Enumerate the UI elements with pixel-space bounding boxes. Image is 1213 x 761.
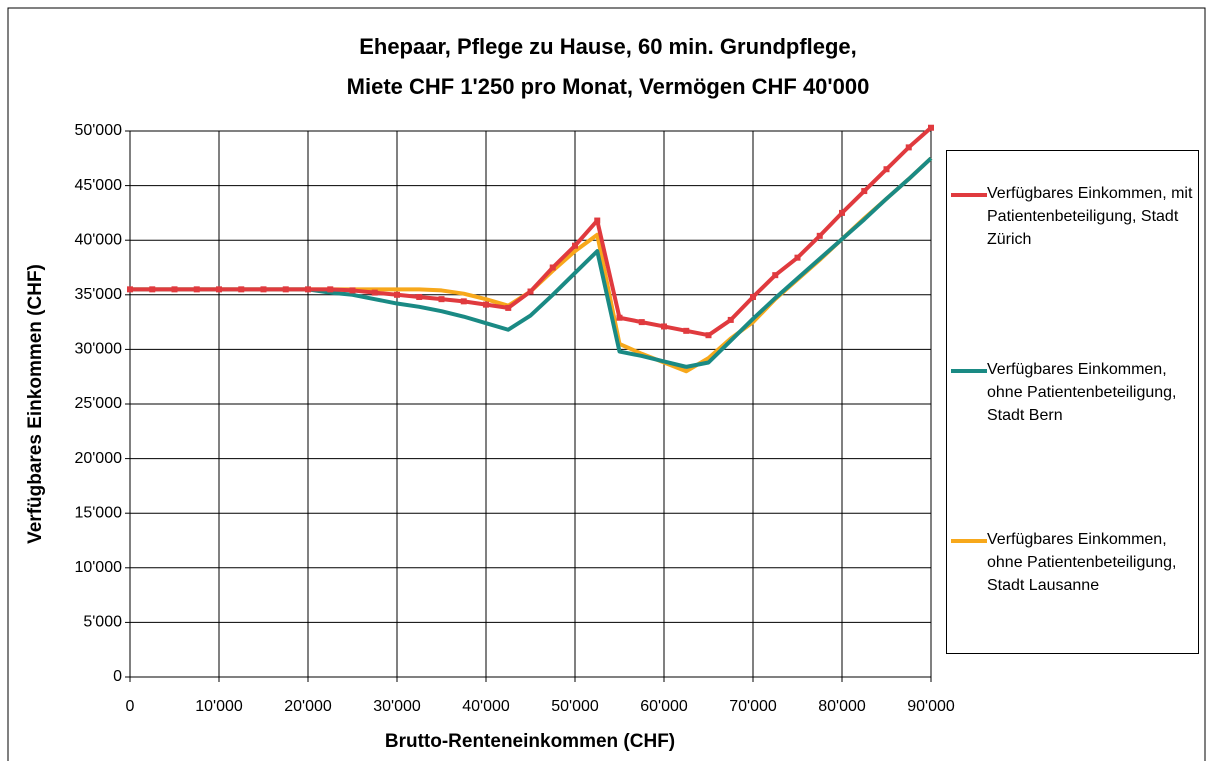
x-tick-label: 0 xyxy=(126,698,135,715)
marker xyxy=(816,232,823,239)
marker xyxy=(193,286,200,293)
marker xyxy=(149,286,156,293)
marker xyxy=(705,332,712,339)
marker xyxy=(483,301,489,308)
marker xyxy=(171,286,178,293)
marker xyxy=(527,288,534,295)
x-tick-label: 20'000 xyxy=(284,698,332,715)
x-axis-label: Brutto-Renteneinkommen (CHF) xyxy=(385,731,675,752)
legend-swatch xyxy=(951,369,987,373)
marker xyxy=(572,242,578,249)
x-tick-label: 90'000 xyxy=(907,698,955,715)
marker xyxy=(883,166,890,173)
legend-label: Verfügbares Einkommen, ohne Patientenbet… xyxy=(987,531,1177,594)
frame xyxy=(7,7,1206,761)
x-tick-label: 60'000 xyxy=(640,698,688,715)
marker xyxy=(772,272,779,279)
marker xyxy=(683,327,690,334)
marker xyxy=(727,316,734,323)
x-tick-label: 80'000 xyxy=(818,698,866,715)
series-line xyxy=(130,156,933,369)
marker xyxy=(394,291,400,298)
y-tick-label: 20'000 xyxy=(74,450,122,467)
x-tick-label: 10'000 xyxy=(195,698,243,715)
legend-swatch xyxy=(951,193,987,197)
marker xyxy=(127,286,133,293)
marker xyxy=(260,286,267,293)
y-tick-label: 10'000 xyxy=(74,559,122,576)
legend-label: Verfügbares Einkommen, ohne Patientenbet… xyxy=(987,361,1177,424)
marker xyxy=(438,296,445,303)
marker xyxy=(794,254,801,261)
marker xyxy=(305,286,311,293)
y-tick-label: 5'000 xyxy=(83,614,122,631)
marker xyxy=(661,323,667,330)
marker xyxy=(460,298,467,305)
x-tick-label: 30'000 xyxy=(373,698,421,715)
marker xyxy=(905,144,912,151)
marker xyxy=(861,188,868,195)
y-tick-label: 50'000 xyxy=(74,122,122,139)
y-tick-label: 25'000 xyxy=(74,395,122,412)
marker xyxy=(327,286,334,293)
y-tick-label: 35'000 xyxy=(74,286,122,303)
y-tick-label: 40'000 xyxy=(74,231,122,248)
marker xyxy=(750,293,756,300)
legend-label: Verfügbares Einkommen, mit Patientenbete… xyxy=(987,185,1193,248)
series-line xyxy=(130,126,933,338)
marker xyxy=(594,217,601,224)
marker xyxy=(216,286,222,293)
marker xyxy=(839,209,845,216)
chart-title: Ehepaar, Pflege zu Hause, 60 min. Grundp… xyxy=(359,34,857,59)
y-tick-label: 30'000 xyxy=(74,341,122,358)
marker xyxy=(549,264,556,271)
x-tick-label: 50'000 xyxy=(551,698,599,715)
chart-title: Miete CHF 1'250 pro Monat, Vermögen CHF … xyxy=(347,74,870,99)
marker xyxy=(928,124,934,131)
marker xyxy=(505,304,512,311)
marker xyxy=(638,319,645,326)
marker xyxy=(349,287,356,294)
y-tick-label: 45'000 xyxy=(74,177,122,194)
x-tick-label: 70'000 xyxy=(729,698,777,715)
marker xyxy=(416,293,423,300)
y-tick-label: 0 xyxy=(113,668,122,685)
x-tick-label: 40'000 xyxy=(462,698,510,715)
legend-swatch xyxy=(951,539,987,543)
y-axis-label: Verfügbares Einkommen (CHF) xyxy=(25,264,46,544)
plot-border xyxy=(129,130,932,678)
marker xyxy=(282,286,289,293)
legend: Verfügbares Einkommen, mit Patientenbete… xyxy=(946,150,1199,654)
marker xyxy=(238,286,245,293)
y-tick-label: 15'000 xyxy=(74,504,122,521)
marker xyxy=(371,289,378,296)
marker xyxy=(616,314,623,321)
